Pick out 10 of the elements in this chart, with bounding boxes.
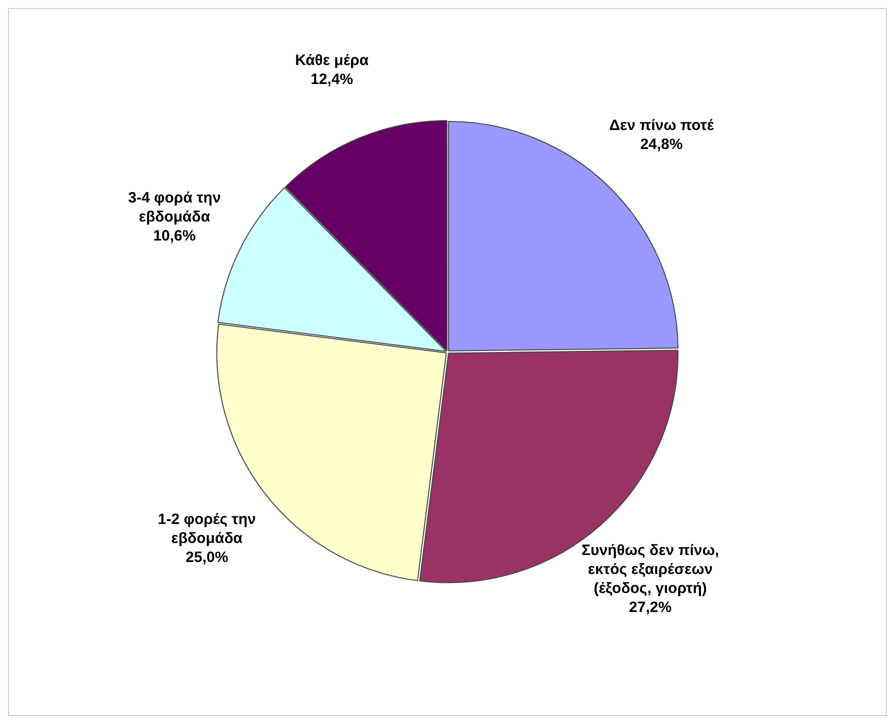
slice-label: Δεν πίνω ποτέ [609,116,714,134]
slice-label: Συνήθως δεν πίνω, εκτός εξαιρέσεων (έξοδος, γιορτή) [582,542,720,597]
data-label: 27,2% [629,598,672,616]
data-label: 10,6% [153,227,196,244]
data-label: 25,0% [186,548,228,566]
slice-label: 3-4 φορά την εβδομάδα [128,189,221,226]
slice-label: Κάθε μέρα [295,52,370,69]
data-label: 24,8% [640,136,683,153]
slice-label: 1-2 φορές την εβδομάδα [158,510,256,547]
data-label: 12,4% [310,70,354,88]
